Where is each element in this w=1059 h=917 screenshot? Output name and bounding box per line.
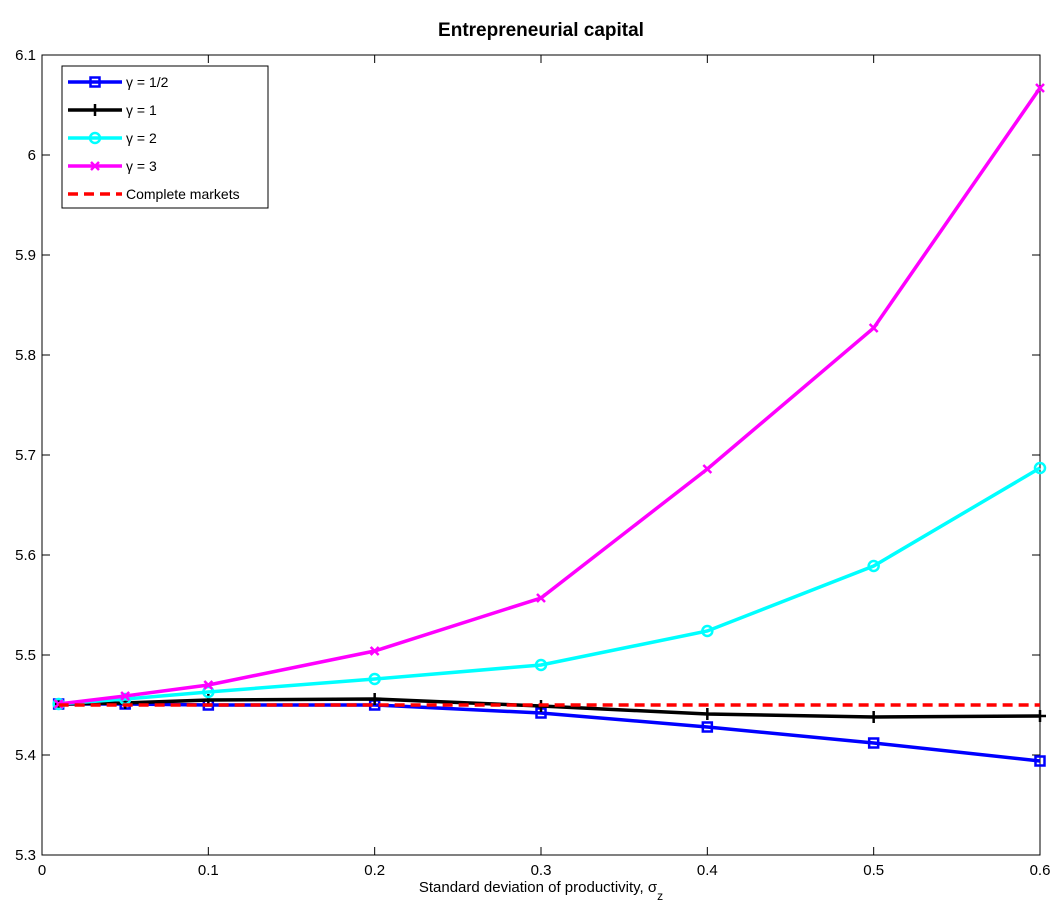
y-tick-label: 5.8	[15, 347, 36, 364]
marker-x	[1035, 83, 1045, 93]
legend-label: γ = 1	[126, 102, 157, 118]
series-line	[58, 466, 1041, 706]
legend-label: γ = 2	[126, 130, 157, 146]
x-tick-label: 0.1	[198, 862, 219, 879]
marker-x	[203, 680, 214, 690]
legend-label: Complete markets	[126, 186, 240, 202]
marker-x	[868, 323, 879, 333]
marker-x	[702, 464, 713, 474]
marker-plus	[867, 711, 880, 723]
marker-x	[90, 161, 100, 171]
x-tick-label: 0.4	[697, 862, 718, 879]
legend-label: γ = 1/2	[126, 74, 169, 90]
y-tick-label: 6.1	[15, 47, 36, 64]
y-tick-label: 5.3	[15, 847, 36, 864]
marker-x	[369, 646, 380, 656]
x-axis-label-main: Standard deviation of productivity, σ	[419, 879, 658, 896]
series-line	[58, 697, 1041, 719]
marker-square	[1034, 755, 1046, 767]
marker-circle	[202, 685, 215, 699]
marker-x	[120, 691, 131, 701]
x-tick-label: 0.5	[863, 862, 884, 879]
series-line	[58, 87, 1042, 706]
x-axis-label-sub: z	[657, 889, 663, 903]
x-tick-label: 0.2	[364, 862, 385, 879]
marker-plus	[89, 104, 101, 116]
marker-circle	[88, 131, 102, 145]
legend-label: γ = 3	[126, 158, 157, 174]
marker-circle	[368, 672, 381, 686]
y-tick-label: 5.7	[15, 447, 36, 464]
y-tick-label: 5.4	[15, 747, 36, 764]
y-tick-label: 5.5	[15, 647, 36, 664]
x-tick-label: 0.6	[1030, 862, 1051, 879]
y-tick-label: 6	[28, 147, 36, 164]
marker-circle	[701, 624, 714, 638]
marker-square	[89, 76, 101, 88]
marker-plus	[368, 693, 381, 705]
y-tick-label: 5.9	[15, 247, 36, 264]
marker-circle	[867, 559, 880, 573]
marker-plus	[701, 708, 714, 720]
chart-title: Entrepreneurial capital	[438, 20, 644, 41]
marker-square	[867, 737, 880, 749]
y-tick-label: 5.6	[15, 547, 36, 564]
x-tick-label: 0.3	[531, 862, 552, 879]
marker-circle	[534, 658, 548, 672]
x-tick-label: 0	[38, 862, 46, 879]
marker-x	[536, 593, 546, 603]
x-axis-label: Standard deviation of productivity, σz	[419, 879, 663, 903]
marker-plus	[1034, 710, 1046, 722]
marker-square	[701, 721, 714, 733]
marker-circle	[1033, 461, 1047, 475]
